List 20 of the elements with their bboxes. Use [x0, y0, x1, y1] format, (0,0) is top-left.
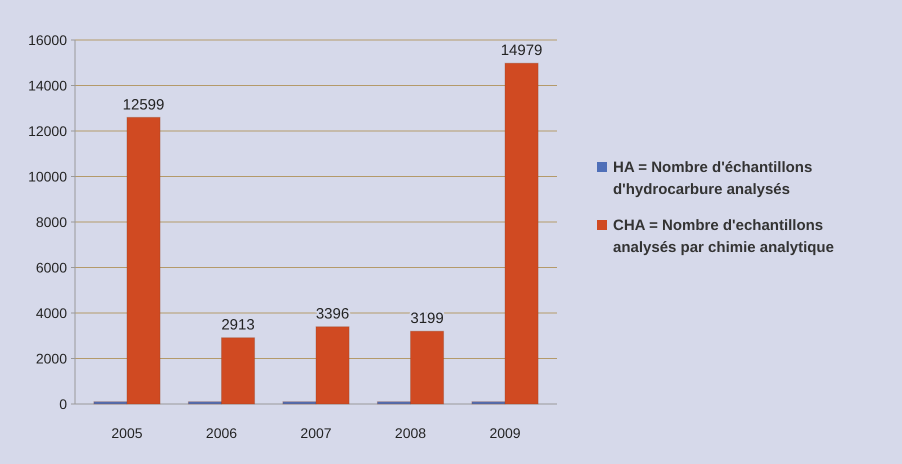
- y-tick-label: 6000: [36, 260, 68, 276]
- y-tick-label: 4000: [36, 305, 68, 321]
- y-tick-label: 14000: [28, 78, 68, 94]
- data-label: 2913: [221, 316, 255, 334]
- y-tick-label: 0: [59, 396, 68, 412]
- y-tick-label: 2000: [36, 350, 68, 366]
- data-label: 12599: [122, 96, 164, 114]
- x-tick-label: 2009: [489, 425, 521, 441]
- y-tick-label: 10000: [28, 168, 68, 184]
- y-tick-label: 16000: [28, 32, 68, 48]
- legend-label: CHA = Nombre d'echantillons analysés par chimie analytique: [613, 217, 834, 256]
- data-label: 3199: [410, 310, 444, 328]
- x-tick-label: 2006: [206, 425, 238, 441]
- legend-label: HA = Nombre d'échantillons d'hydrocarbure analysés: [613, 159, 812, 198]
- x-tick-label: 2008: [394, 425, 426, 441]
- x-tick-label: 2005: [111, 425, 143, 441]
- x-tick-label: 2007: [300, 425, 332, 441]
- data-label: 14979: [500, 42, 542, 60]
- y-tick-label: 12000: [28, 123, 68, 139]
- y-tick-label: 8000: [36, 214, 68, 230]
